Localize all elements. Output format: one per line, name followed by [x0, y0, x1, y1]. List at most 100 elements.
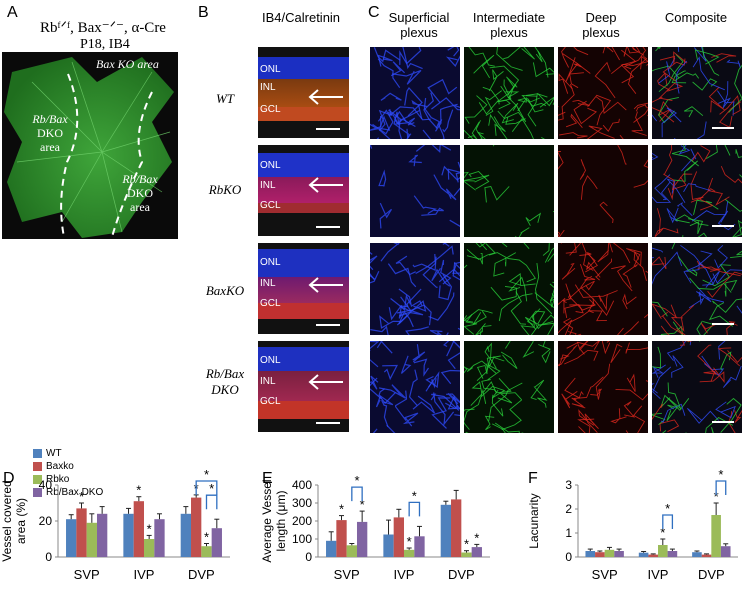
scale-bar-rbko [316, 226, 340, 228]
legend-label-baxko: Baxko [46, 461, 74, 472]
plexus-tile-r2-c3 [558, 145, 648, 237]
significance-star: * [204, 530, 209, 545]
row-label-rbko: RbKO [208, 182, 242, 197]
x-tick-label: SVP [74, 567, 100, 582]
bar-rbko-dvp [201, 546, 212, 557]
layer-gcl-baxko: GCL [260, 298, 281, 309]
plexus-tile-r4-c1 [370, 341, 460, 433]
bar-rbko-dvp [461, 552, 472, 557]
dko-right-line3: area [130, 200, 150, 214]
bar-rbko-svp [86, 522, 97, 557]
significance-star: * [474, 530, 479, 545]
col-header-composite: Composite [664, 10, 728, 25]
col-header-superficial: Superficial plexus [388, 10, 450, 40]
bar-rbko-svp [604, 549, 615, 557]
bar-rbko-dvp [711, 515, 721, 557]
row-label-wt: WT [215, 91, 235, 106]
bracket-star: * [665, 501, 670, 516]
bar-wt-dvp [692, 552, 702, 557]
y-tick-label: 200 [292, 514, 312, 528]
scale-bar-baxko [316, 324, 340, 326]
plexus-tile-r4-c2 [464, 341, 554, 433]
bar-baxko-dvp [451, 499, 462, 557]
dko-left-line1: Rb/Bax [32, 112, 68, 126]
x-tick-label: IVP [394, 567, 415, 582]
chart-e: E 0 100 200 300 400 Average Vessel length (μm) S… [260, 470, 490, 582]
y-axis-label: area (%) [14, 498, 28, 544]
comparison-bracket [195, 480, 218, 495]
bar-wt-svp [66, 519, 77, 557]
legend-swatch-dko [33, 488, 42, 497]
plexus-scale-bar-r3 [712, 323, 734, 325]
comparison-bracket [662, 514, 674, 529]
layer-gcl-wt: GCL [260, 104, 281, 115]
legend-label-rbko: Rbko [46, 474, 70, 485]
panel-b-letter: B [198, 4, 209, 21]
layer-onl-baxko: ONL [260, 257, 281, 268]
bar-rb-bax-dko-ivp [154, 519, 165, 557]
comparison-bracket [205, 494, 218, 510]
bar-rb-bax-dko-dvp [720, 546, 731, 557]
bar-wt-ivp [123, 513, 134, 557]
bar-baxko-ivp [393, 517, 404, 557]
layer-inl-wt: INL [260, 82, 276, 93]
bar-rb-bax-dko-dvp [211, 528, 222, 557]
legend-label-dko: Rb/Bax DKO [46, 487, 104, 498]
comparison-bracket [715, 480, 727, 495]
bar-baxko-dvp [191, 497, 202, 557]
section-image-wt [258, 47, 349, 138]
panel-c-letter: C [368, 4, 380, 21]
plexus-tile-r1-c3 [558, 47, 648, 139]
comparison-bracket [408, 501, 421, 517]
plexus-tile-r1-c1 [370, 47, 460, 139]
bar-rb-bax-dko-dvp [471, 547, 482, 557]
bar-baxko-ivp [133, 501, 144, 557]
dko-right-label: Rb/Bax DKO area [110, 172, 170, 214]
plexus-scale-bar-r4 [712, 421, 734, 423]
significance-star: * [136, 483, 141, 498]
bar-rb-bax-dko-svp [614, 551, 624, 557]
bar-wt-ivp [383, 534, 394, 557]
comparison-bracket [351, 486, 363, 502]
legend-baxko: Baxko [33, 461, 74, 472]
y-tick-label: 40 [39, 478, 53, 492]
bar-baxko-svp [595, 552, 605, 557]
panel-letter-e: E [262, 470, 273, 487]
y-axis-label: Vessel covered [0, 480, 14, 561]
dko-left-label: Rb/Bax DKO area [20, 112, 80, 154]
plexus-tile-r1-c4 [652, 47, 742, 139]
bar-wt-dvp [440, 504, 452, 557]
row-label-baxko: BaxKO [205, 283, 245, 298]
y-tick-label: 100 [292, 532, 312, 546]
panel-a-genotype: Rbᶠᐟᶠ, Bax⁻ᐟ⁻, α-Cre [40, 20, 166, 36]
arrow-wt [308, 89, 343, 105]
y-tick-label: 400 [292, 478, 312, 492]
x-tick-label: SVP [334, 567, 360, 582]
section-image-dko [258, 341, 349, 432]
significance-star: * [714, 489, 719, 504]
y-tick-label: 0 [45, 550, 52, 564]
dko-right-line1: Rb/Bax [122, 172, 158, 186]
bracket-star: * [204, 467, 209, 482]
bar-rbko-svp [346, 545, 357, 557]
significance-star: * [407, 534, 412, 549]
bracket-star: * [209, 481, 214, 496]
bracket-star: * [718, 467, 723, 482]
plexus-tile-r2-c4 [652, 145, 742, 237]
bar-rbko-ivp [404, 549, 415, 557]
bar-baxko-svp [76, 508, 87, 557]
y-axis-label: Average Vessel [260, 479, 274, 562]
plexus-tile-r4-c4 [652, 341, 742, 433]
panel-letter-f: F [528, 470, 538, 487]
x-tick-label: DVP [448, 567, 475, 582]
y-tick-label: 3 [565, 478, 572, 492]
bar-wt-dvp [180, 513, 192, 557]
significance-star: * [360, 497, 365, 512]
bracket-star: * [412, 488, 417, 503]
significance-star: * [660, 525, 665, 540]
bracket-star: * [354, 473, 359, 488]
legend-wt: WT [33, 448, 62, 459]
row-label-dko: Rb/Bax DKO [205, 366, 245, 397]
